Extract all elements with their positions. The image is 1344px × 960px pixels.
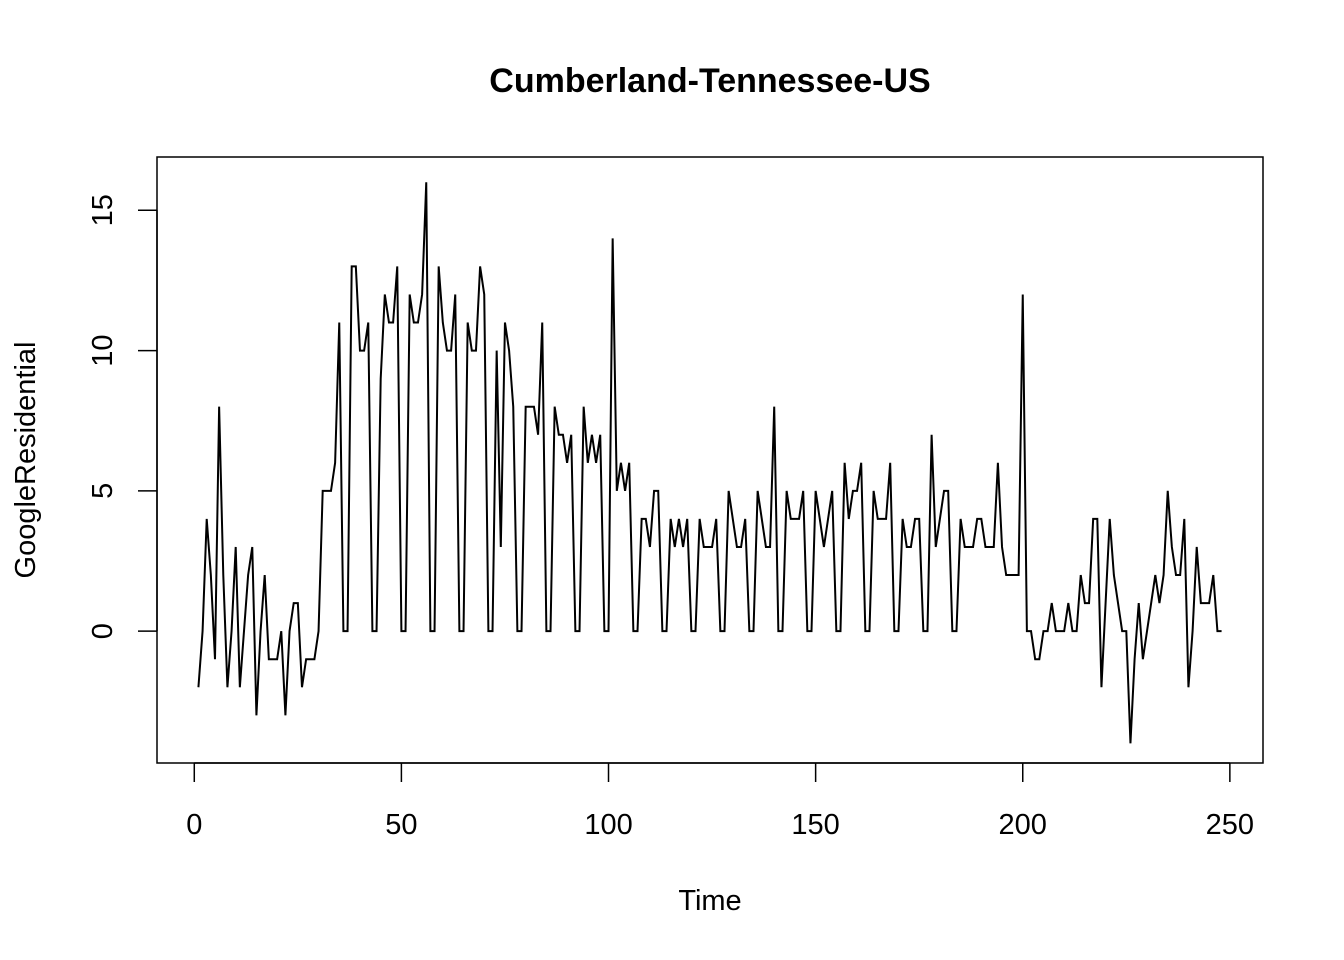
x-tick-label: 250 — [1206, 809, 1254, 841]
x-tick-label: 50 — [385, 809, 417, 841]
chart-title: Cumberland-Tennessee-US — [489, 62, 930, 100]
x-tick-label: 100 — [584, 809, 632, 841]
x-tick-label: 200 — [999, 809, 1047, 841]
plot-frame — [156, 156, 1264, 764]
y-tick-label: 5 — [87, 483, 119, 499]
x-tick-label: 150 — [791, 809, 839, 841]
x-axis: 0 50 100 150 200 250 — [186, 762, 1254, 841]
y-tick-label: 0 — [87, 623, 119, 639]
y-axis-label: GoogleResidential — [10, 342, 42, 579]
x-tick-label: 0 — [186, 809, 202, 841]
series-line — [197, 182, 1222, 744]
y-axis: 0 5 10 15 — [87, 194, 158, 639]
y-tick-label: 15 — [87, 194, 119, 226]
series-layer — [197, 182, 1222, 744]
y-tick-label: 10 — [87, 334, 119, 366]
x-axis-label: Time — [678, 885, 741, 917]
